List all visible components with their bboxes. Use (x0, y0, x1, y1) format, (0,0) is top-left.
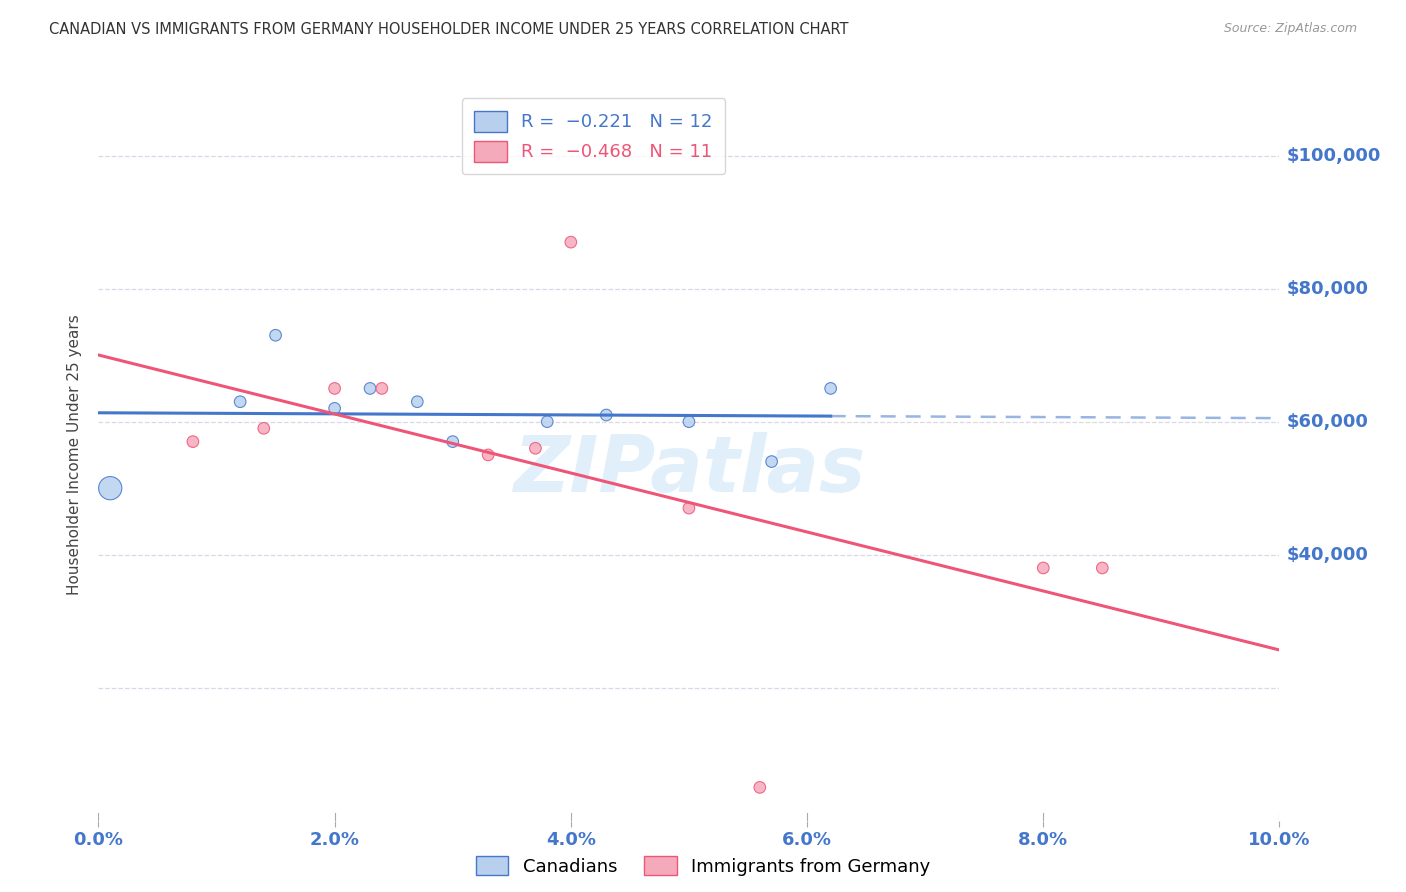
Text: $100,000: $100,000 (1286, 146, 1381, 165)
Point (406, 394, 429, 409)
Point (524, 442, 547, 456)
Point (820, 381, 842, 395)
Point (371, 381, 394, 395)
Y-axis label: Householder Income Under 25 years: Householder Income Under 25 years (67, 315, 83, 595)
Legend: R =  −0.221   N = 12, R =  −0.468   N = 11: R = −0.221 N = 12, R = −0.468 N = 11 (461, 98, 725, 174)
Point (253, 421, 276, 435)
Point (748, 780, 770, 795)
Point (678, 415, 700, 429)
Text: $60,000: $60,000 (1286, 413, 1368, 431)
Point (181, 434, 204, 449)
Point (560, 235, 582, 249)
Point (761, 454, 783, 468)
Point (359, 381, 381, 395)
Point (1091, 561, 1114, 575)
Point (264, 328, 287, 343)
Point (98, 481, 121, 495)
Point (323, 381, 346, 395)
Text: ZIPatlas: ZIPatlas (513, 432, 865, 508)
Point (678, 501, 700, 516)
Point (229, 394, 252, 409)
Text: $40,000: $40,000 (1286, 546, 1368, 564)
Text: CANADIAN VS IMMIGRANTS FROM GERMANY HOUSEHOLDER INCOME UNDER 25 YEARS CORRELATIO: CANADIAN VS IMMIGRANTS FROM GERMANY HOUS… (49, 22, 849, 37)
Text: Source: ZipAtlas.com: Source: ZipAtlas.com (1223, 22, 1357, 36)
Point (1032, 561, 1054, 575)
Point (595, 408, 617, 422)
Point (536, 415, 558, 429)
Point (477, 448, 499, 462)
Point (441, 434, 464, 449)
Legend: Canadians, Immigrants from Germany: Canadians, Immigrants from Germany (468, 849, 938, 883)
Point (323, 401, 346, 416)
Text: $80,000: $80,000 (1286, 280, 1368, 298)
